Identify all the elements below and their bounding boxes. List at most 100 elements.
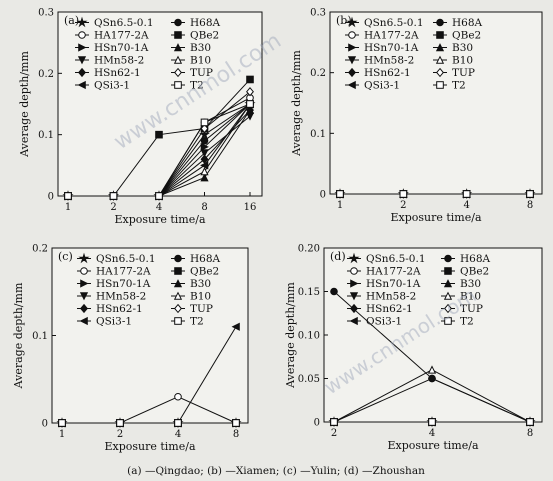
legend-entry: TUP — [452, 67, 475, 79]
x-tick-label: 4 — [463, 200, 469, 211]
legend: QSn6.5-0.1HA177-2AHSn70-1AHMn58-2HSn62-1… — [347, 252, 491, 328]
legend-entry: QSi3-1 — [94, 80, 130, 92]
data-point — [200, 123, 209, 134]
legend-marker — [443, 279, 453, 288]
data-point — [246, 100, 254, 108]
series-T2 — [64, 100, 254, 200]
data-point — [232, 419, 240, 427]
legend-marker — [79, 292, 89, 301]
data-point — [462, 190, 471, 198]
y-tick-label: 0.15 — [298, 287, 320, 298]
legend-marker — [78, 31, 86, 39]
legend-entry: QSn6.5-0.1 — [366, 253, 426, 265]
legend-marker — [348, 31, 356, 39]
legend-marker — [78, 252, 90, 264]
legend: QSn6.5-0.1HA177-2AHSn70-1AHMn58-2HSn62-1… — [75, 16, 221, 92]
legend-marker — [348, 43, 357, 52]
legend-entry: QSi3-1 — [364, 80, 400, 92]
legend-marker — [435, 43, 445, 52]
legend-entry: HA177-2A — [96, 266, 151, 278]
legend-marker — [77, 56, 87, 65]
chart-panel-3: (c) 0 0.1 0.2 1 2 4 8 Exposure time/a Average dep… — [12, 244, 249, 453]
data-point — [428, 418, 436, 426]
legend: QSn6.5-0.1HA177-2AHSn70-1AHMn58-2HSn62-1… — [345, 16, 483, 92]
x-tick-label: 8 — [233, 429, 239, 440]
data-point — [399, 190, 408, 198]
y-tick-label: 0.1 — [38, 130, 54, 141]
data-point — [246, 75, 254, 84]
legend-marker — [174, 303, 182, 314]
legend-entry: B30 — [460, 278, 481, 290]
x-tick-label: 2 — [331, 428, 337, 439]
legend-entry: QSi3-1 — [366, 316, 402, 328]
y-tick-label: 0.1 — [310, 129, 326, 140]
legend-entry: HSn70-1A — [364, 42, 419, 54]
data-point — [200, 167, 209, 176]
y-tick-label: 0.3 — [310, 8, 326, 19]
x-tick-label: 4 — [429, 428, 435, 439]
figure-caption: (a) —Qingdao; (b) —Xiamen; (c) —Yulin; (… — [127, 465, 425, 477]
series-T2 — [336, 190, 534, 198]
legend-marker — [346, 16, 358, 28]
legend-entry: HSn70-1A — [366, 278, 421, 290]
panel-label: (b) — [336, 14, 352, 27]
legend-marker — [444, 317, 452, 325]
plot-frame — [323, 247, 543, 423]
legend-entry: H68A — [452, 17, 483, 29]
series-T2 — [58, 419, 240, 427]
legend-entry: T2 — [460, 316, 474, 328]
y-tick-label: 0 — [314, 418, 320, 429]
y-axis-label: Average depth/mm — [290, 50, 303, 157]
chart-panel-1: (a) 0 0.1 0.2 0.3 1 2 4 8 16 Exposure time/a Averag… — [18, 8, 263, 226]
legend-marker — [78, 43, 87, 52]
x-tick-label: 2 — [110, 202, 116, 213]
legend-entry: HA177-2A — [366, 266, 421, 278]
legend-entry: H68A — [460, 253, 491, 265]
legend-marker — [173, 291, 183, 300]
x-axis-label: Exposure time/a — [114, 213, 205, 226]
legend-marker — [436, 81, 444, 89]
legend-entry: B30 — [452, 42, 473, 54]
data-point — [155, 130, 163, 139]
y-tick-label: 0.2 — [32, 244, 48, 255]
legend-entry: B10 — [452, 55, 473, 67]
legend-marker — [78, 67, 86, 78]
legend-entry: TUP — [460, 303, 483, 315]
x-tick-label: 4 — [175, 429, 181, 440]
data-point — [200, 142, 209, 152]
legend-marker — [350, 303, 358, 314]
series-T2 — [330, 418, 534, 426]
legend-marker — [80, 267, 88, 275]
legend-entry: HSn62-1 — [366, 303, 413, 315]
y-tick-label: 0.2 — [310, 68, 326, 79]
legend-marker — [350, 279, 359, 288]
legend-marker — [174, 254, 182, 263]
y-tick-label: 0 — [42, 419, 48, 430]
legend-marker — [443, 291, 453, 300]
x-tick-label: 2 — [117, 429, 123, 440]
legend-marker — [348, 252, 360, 264]
legend-marker — [444, 267, 452, 275]
x-tick-label: 1 — [59, 429, 65, 440]
data-point — [116, 419, 124, 427]
y-tick-label: 0.1 — [32, 331, 48, 342]
legend-marker — [173, 279, 183, 288]
legend-entry: T2 — [190, 316, 204, 328]
x-tick-label: 8 — [527, 200, 533, 211]
data-point — [246, 87, 254, 97]
x-tick-label: 8 — [527, 428, 533, 439]
data-point — [526, 190, 534, 198]
legend-marker — [348, 67, 356, 78]
legend-marker — [174, 267, 182, 275]
legend-marker — [174, 31, 182, 39]
legend-entry: T2 — [190, 80, 204, 92]
y-tick-label: 0.05 — [298, 374, 320, 385]
legend-entry: TUP — [190, 67, 213, 79]
data-point — [200, 154, 209, 164]
data-point — [109, 192, 118, 200]
y-axis-label: Average depth/mm — [18, 51, 31, 158]
legend-entry: QSn6.5-0.1 — [364, 17, 424, 29]
panel-label: (d) — [330, 250, 346, 263]
legend-marker — [436, 31, 444, 39]
